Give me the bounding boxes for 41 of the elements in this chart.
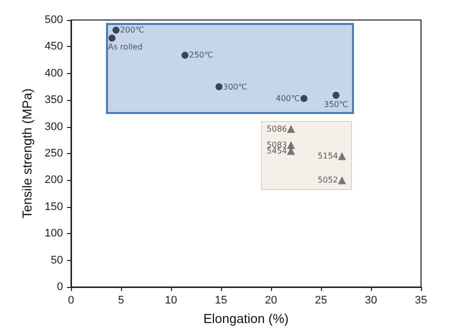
point	[338, 176, 346, 184]
y-tick-label: 400	[44, 67, 63, 80]
x-tick-label: 15	[214, 294, 228, 306]
point	[287, 124, 295, 133]
annotation: 350℃	[324, 100, 348, 109]
point	[108, 34, 116, 42]
y-tick-label: 50	[50, 254, 63, 266]
y-axis-title: Tensile strength (MPa)	[20, 88, 35, 219]
point	[338, 152, 346, 160]
y-tick-label: 200	[44, 174, 63, 186]
y-tick-label: 450	[44, 40, 63, 53]
y-tick-label: 150	[44, 200, 63, 213]
point	[216, 83, 222, 90]
annotation: 5154	[318, 152, 338, 161]
point	[287, 140, 295, 149]
y-tick-label: 350	[44, 94, 63, 106]
y-tick-label: 100	[44, 228, 63, 240]
annotation: 400℃	[276, 94, 300, 103]
point	[300, 95, 308, 102]
annotation: 5086	[266, 124, 287, 134]
x-axis-title: Elongation (%)	[203, 311, 289, 326]
x-tick-label: 10	[164, 294, 178, 306]
point	[182, 52, 188, 59]
point	[287, 146, 295, 155]
annotation: As rolled	[108, 42, 143, 52]
annotation: 5052	[318, 176, 338, 185]
x-tick-label: 30	[364, 294, 378, 306]
x-tick-label: 35	[414, 294, 428, 306]
annotation: 300℃	[223, 82, 248, 92]
point	[332, 92, 340, 99]
x-tick-label: 25	[314, 294, 328, 306]
x-tick-label: 20	[264, 294, 278, 306]
x-tick-label: 0	[68, 294, 74, 306]
y-tick-label: 500	[44, 14, 63, 26]
point	[112, 26, 120, 34]
y-tick-label: 250	[44, 148, 63, 160]
y-tick-label: 300	[44, 120, 63, 133]
y-tick-label: 0	[56, 281, 63, 293]
annotation: 200℃	[120, 26, 144, 35]
annotation: 250℃	[189, 50, 214, 60]
x-tick-label: 5	[118, 294, 124, 306]
